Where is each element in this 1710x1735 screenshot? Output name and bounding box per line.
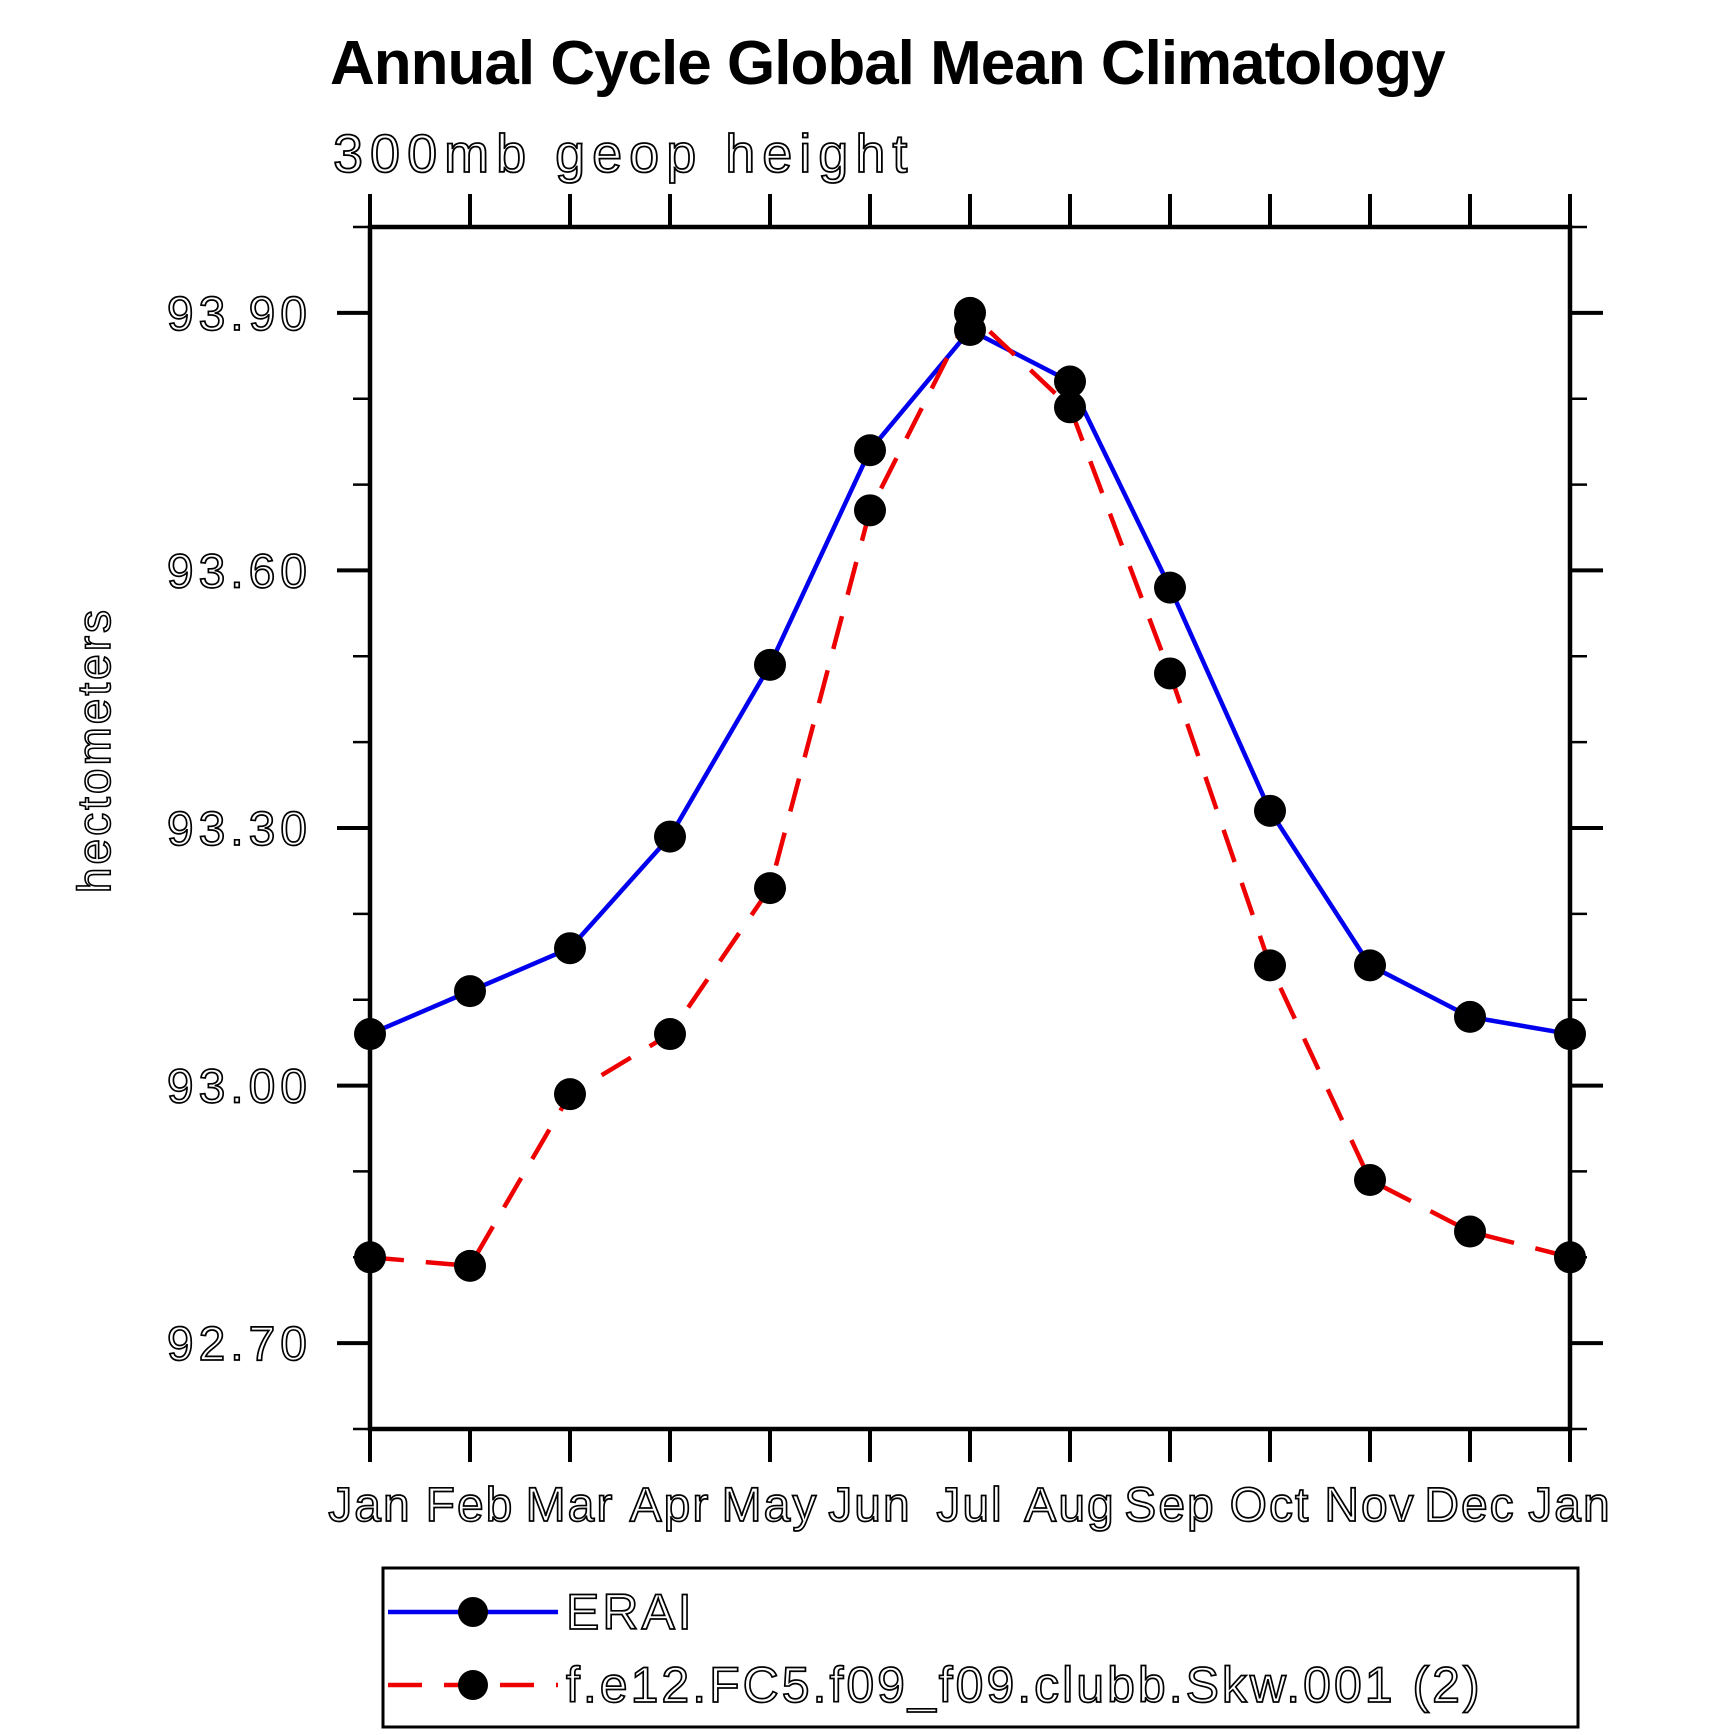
data-point-s1-11 <box>1454 1215 1486 1248</box>
x-tick-label: Jul <box>936 1479 1003 1532</box>
data-point-s1-0 <box>354 1241 386 1274</box>
x-tick-label: Feb <box>426 1479 515 1532</box>
data-point-s1-10 <box>1354 1164 1386 1197</box>
data-point-s1-7 <box>1054 391 1086 424</box>
x-tick-label: Dec <box>1424 1479 1515 1532</box>
data-point-s1-6 <box>954 296 986 329</box>
data-point-s0-11 <box>1454 1000 1486 1033</box>
x-tick-label: Apr <box>630 1479 711 1532</box>
chart-subtitle: 300mb geop height <box>333 124 914 184</box>
data-point-s0-12 <box>1554 1018 1586 1051</box>
series-line-1 <box>369 310 1571 1269</box>
legend-marker-1 <box>458 1670 488 1700</box>
series-line-0 <box>369 327 1571 1037</box>
data-point-s0-9 <box>1254 794 1286 827</box>
data-point-s0-10 <box>1354 949 1386 982</box>
legend-label-0: ERAI <box>566 1584 695 1640</box>
data-point-s0-2 <box>554 932 586 965</box>
y-tick-label: 92.70 <box>167 1318 312 1371</box>
x-tick-label: Jan <box>1528 1479 1611 1532</box>
x-tick-label: Nov <box>1324 1479 1415 1532</box>
legend-label-1: f.e12.FC5.f09_f09.clubb.Skw.001 (2) <box>566 1657 1483 1713</box>
legend-marker-0 <box>458 1597 488 1627</box>
x-tick-label: Sep <box>1124 1479 1215 1532</box>
x-tick-label: May <box>722 1479 819 1532</box>
plot-frame <box>367 224 1573 1432</box>
data-point-s1-5 <box>854 494 886 527</box>
data-point-s0-5 <box>854 434 886 467</box>
x-tick-label: Jan <box>328 1479 411 1532</box>
x-tick-label: Jun <box>828 1479 911 1532</box>
data-point-s0-0 <box>354 1018 386 1051</box>
data-point-s1-8 <box>1154 657 1186 690</box>
y-tick-label: 93.00 <box>167 1061 312 1114</box>
y-tick-label: 93.90 <box>167 288 312 341</box>
data-point-s1-3 <box>654 1018 686 1051</box>
data-point-s1-12 <box>1554 1241 1586 1274</box>
legend-box <box>381 1566 1580 1729</box>
chart-title: Annual Cycle Global Mean Climatology <box>330 29 1446 98</box>
y-axis-title: hectometers <box>68 607 120 893</box>
x-tick-label: Mar <box>526 1479 615 1532</box>
data-point-s1-1 <box>454 1249 486 1282</box>
x-tick-label: Oct <box>1230 1479 1311 1532</box>
data-point-s0-8 <box>1154 571 1186 604</box>
x-tick-label: Aug <box>1024 1479 1115 1532</box>
data-point-s1-2 <box>554 1078 586 1111</box>
y-tick-label: 93.30 <box>167 803 312 856</box>
data-point-s0-7 <box>1054 365 1086 398</box>
y-tick-label: 93.60 <box>167 545 312 598</box>
data-point-s1-9 <box>1254 949 1286 982</box>
data-point-s0-4 <box>754 648 786 681</box>
data-point-s0-1 <box>454 975 486 1008</box>
data-point-s0-3 <box>654 820 686 853</box>
data-point-s1-4 <box>754 872 786 905</box>
